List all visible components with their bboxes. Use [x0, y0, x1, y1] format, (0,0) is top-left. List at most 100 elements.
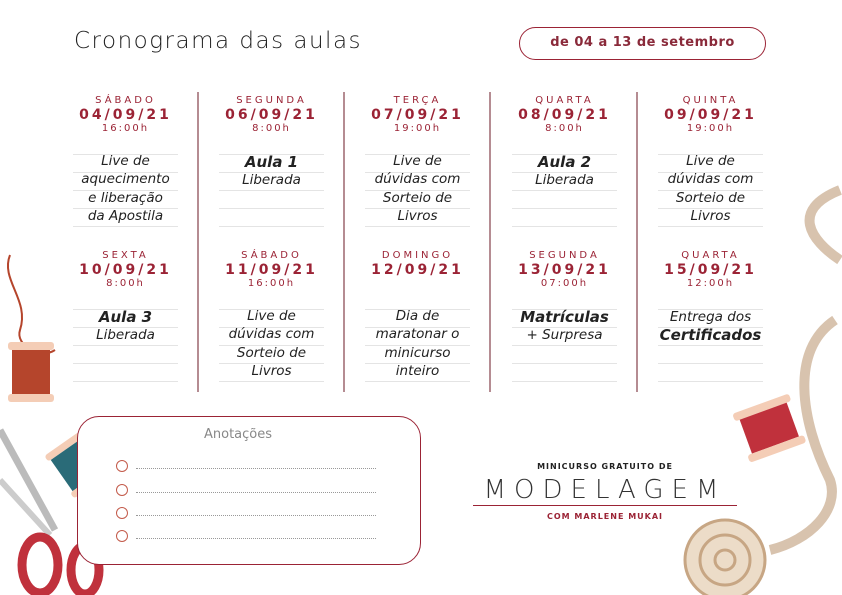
brand-author: COM MARLENE MUKAI: [546, 512, 664, 521]
ruled-lines: [658, 309, 763, 399]
event-line: Dia de: [395, 308, 440, 324]
date: 11/09/21: [225, 262, 318, 278]
note-item[interactable]: [116, 484, 376, 496]
schedule-cell: SEXTA 10/09/21 8:00h Aula 3 Liberada: [73, 250, 178, 399]
weekday: SÁBADO: [95, 95, 156, 106]
column-divider: [197, 92, 199, 392]
time: 19:00h: [393, 123, 442, 134]
time: 07:00h: [540, 278, 589, 289]
event-line: dúvidas com: [374, 171, 461, 188]
schedule-cell: TERÇA 07/09/21 19:00h Live de dúvidas com…: [365, 95, 470, 244]
notes-box: Anotações: [77, 416, 421, 565]
brand-subtitle: MINICURSO GRATUITO DE: [537, 462, 673, 471]
event-line: aquecimento: [81, 171, 170, 188]
event-description: Dia de maratonar o minicurso inteiro: [359, 307, 476, 380]
event-line: Live de: [686, 153, 735, 169]
notes-title: Anotações: [203, 427, 273, 442]
checkbox-icon[interactable]: [116, 484, 128, 496]
checkbox-icon[interactable]: [116, 460, 128, 472]
event-description: Aula 1 Liberada: [213, 153, 330, 190]
event-line: e liberação: [88, 189, 163, 206]
column-divider: [343, 92, 345, 392]
event-line: Certificados: [659, 326, 762, 345]
time: 16:00h: [101, 123, 150, 134]
weekday: QUARTA: [535, 95, 594, 106]
weekday: SÁBADO: [241, 250, 302, 261]
date: 08/09/21: [518, 107, 611, 123]
event-line: Live de: [393, 153, 442, 169]
ruled-lines: [512, 309, 617, 399]
event-description: Matrículas + Surpresa: [506, 308, 623, 345]
date-range-badge: de 04 a 13 de setembro: [519, 27, 766, 60]
ruled-lines: [73, 309, 178, 399]
tape-measure-icon: [683, 185, 842, 595]
ruled-lines: [219, 154, 324, 244]
event-line: dúvidas com: [667, 171, 754, 188]
date: 13/09/21: [518, 262, 611, 278]
time: [365, 278, 470, 292]
schedule-cell: SÁBADO 04/09/21 16:00h Live de aqueciment…: [73, 95, 178, 244]
event-line: Livros: [251, 362, 292, 379]
event-line: Sorteio de: [382, 189, 453, 206]
schedule-cell: QUARTA 15/09/21 12:00h Entrega dos Certif…: [658, 250, 763, 399]
thread-spool-icon: [7, 254, 56, 402]
schedule-cell: SEGUNDA 06/09/21 8:00h Aula 1 Liberada: [219, 95, 324, 244]
time: 12:00h: [686, 278, 735, 289]
brand-rule: [473, 505, 737, 506]
event-line: Matrículas: [520, 308, 609, 326]
date: 10/09/21: [79, 262, 172, 278]
event-line: maratonar o: [375, 326, 460, 343]
checkbox-icon[interactable]: [116, 530, 128, 542]
ruled-lines: [658, 154, 763, 244]
time: 16:00h: [247, 278, 296, 289]
ruled-lines: [219, 309, 324, 399]
event-description: Aula 3 Liberada: [67, 308, 184, 345]
event-line: Entrega dos: [669, 309, 752, 325]
event-line: minicurso: [384, 344, 451, 361]
event-line: Live de: [101, 153, 150, 169]
weekday: DOMINGO: [381, 250, 454, 261]
date: 09/09/21: [664, 107, 757, 123]
schedule-cell: DOMINGO 12/09/21 Dia de maratonar o minicu…: [365, 250, 470, 399]
ruled-lines: [512, 154, 617, 244]
schedule-cell: QUARTA 08/09/21 8:00h Aula 2 Liberada: [512, 95, 617, 244]
event-line: da Apostila: [87, 207, 164, 224]
event-line: Livros: [690, 207, 731, 224]
weekday: SEGUNDA: [236, 95, 307, 106]
event-description: Live de dúvidas com Sorteio de Livros: [213, 307, 330, 380]
note-item[interactable]: [116, 460, 376, 472]
date: 12/09/21: [371, 262, 464, 278]
time: 19:00h: [686, 123, 735, 134]
page-title: Cronograma das aulas: [74, 28, 363, 54]
ruled-lines: [365, 154, 470, 244]
event-line: Sorteio de: [236, 344, 307, 361]
time: 8:00h: [252, 123, 291, 134]
event-line: Liberada: [96, 327, 155, 344]
schedule-cell: QUINTA 09/09/21 19:00h Live de dúvidas co…: [658, 95, 763, 244]
event-line: Livros: [397, 207, 438, 224]
weekday: QUARTA: [681, 250, 740, 261]
event-line: inteiro: [395, 362, 440, 379]
time: 8:00h: [106, 278, 145, 289]
schedule-cell: SEGUNDA 13/09/21 07:00h Matrículas + Surp…: [512, 250, 617, 399]
note-item[interactable]: [116, 530, 376, 542]
event-line: Aula 2: [537, 153, 592, 171]
time: 8:00h: [545, 123, 584, 134]
date: 07/09/21: [371, 107, 464, 123]
weekday: SEXTA: [102, 250, 149, 261]
checkbox-icon[interactable]: [116, 507, 128, 519]
column-divider: [489, 92, 491, 392]
date: 04/09/21: [79, 107, 172, 123]
brand-logo: MINICURSO GRATUITO DE MODELAGEM COM MARL…: [465, 462, 745, 521]
note-item[interactable]: [116, 507, 376, 519]
schedule-cell: SÁBADO 11/09/21 16:00h Live de dúvidas co…: [219, 250, 324, 399]
event-description: Entrega dos Certificados: [652, 308, 769, 345]
ruled-lines: [365, 309, 470, 399]
event-description: Live de dúvidas com Sorteio de Livros: [359, 152, 476, 225]
event-line: Aula 3: [98, 308, 153, 326]
column-divider: [636, 92, 638, 392]
event-description: Live de aquecimento e liberação da Apostila: [67, 152, 184, 225]
event-description: Aula 2 Liberada: [506, 153, 623, 190]
event-line: Sorteio de: [675, 189, 746, 206]
ruled-lines: [73, 154, 178, 244]
